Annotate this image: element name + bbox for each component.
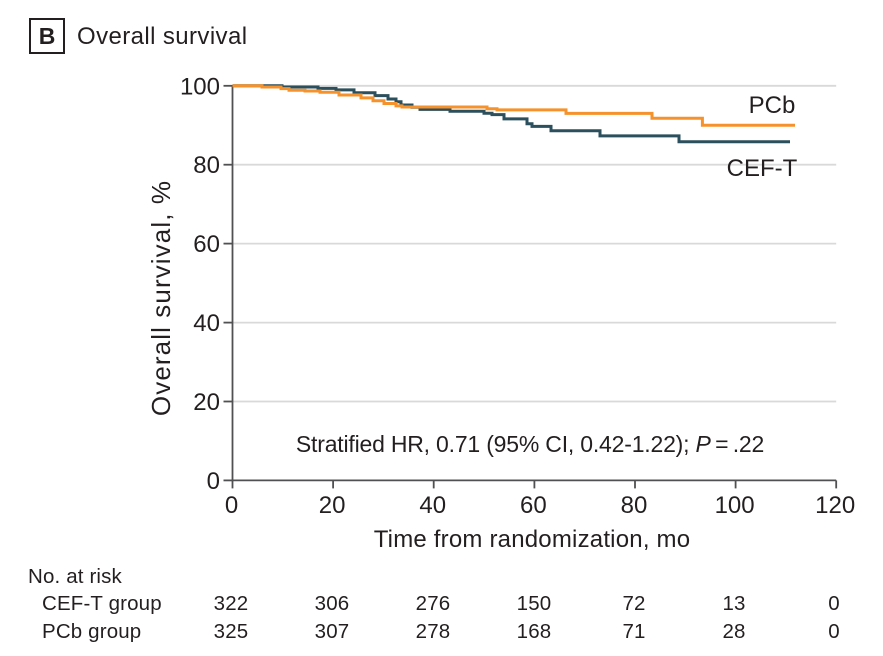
svg-text:Overall survival, %: Overall survival, % [146,180,176,416]
svg-text:0: 0 [828,592,840,615]
svg-text:306: 306 [315,592,350,615]
svg-text:325: 325 [214,620,249,643]
svg-text:PCb group: PCb group [42,620,141,643]
svg-text:60: 60 [520,492,547,519]
svg-text:100: 100 [180,73,220,100]
svg-text:150: 150 [517,592,552,615]
svg-text:28: 28 [722,620,745,643]
svg-text:B: B [39,23,56,49]
svg-text:307: 307 [315,620,350,643]
svg-text:13: 13 [722,592,745,615]
svg-text:80: 80 [621,492,648,519]
svg-text:278: 278 [416,620,451,643]
svg-text:120: 120 [815,492,855,519]
svg-text:20: 20 [193,389,220,416]
svg-text:100: 100 [715,492,755,519]
svg-text:72: 72 [622,592,645,615]
svg-text:40: 40 [419,492,446,519]
svg-text:20: 20 [319,492,346,519]
svg-text:0: 0 [828,620,840,643]
svg-text:60: 60 [193,231,220,258]
svg-text:Time from randomization, mo: Time from randomization, mo [374,526,691,553]
svg-text:No. at risk: No. at risk [28,565,123,588]
svg-text:322: 322 [214,592,249,615]
svg-text:Overall survival: Overall survival [77,23,247,50]
svg-text:Stratified HR, 0.71 (95% CI, 0: Stratified HR, 0.71 (95% CI, 0.42-1.22);… [296,431,764,457]
svg-text:168: 168 [517,620,552,643]
svg-text:276: 276 [416,592,451,615]
svg-text:80: 80 [193,152,220,179]
svg-text:0: 0 [207,468,220,495]
svg-text:PCb: PCb [749,92,796,119]
svg-text:CEF-T group: CEF-T group [42,592,162,615]
svg-text:71: 71 [622,620,645,643]
svg-text:0: 0 [225,492,238,519]
svg-text:CEF-T: CEF-T [727,155,798,182]
svg-text:40: 40 [193,310,220,337]
